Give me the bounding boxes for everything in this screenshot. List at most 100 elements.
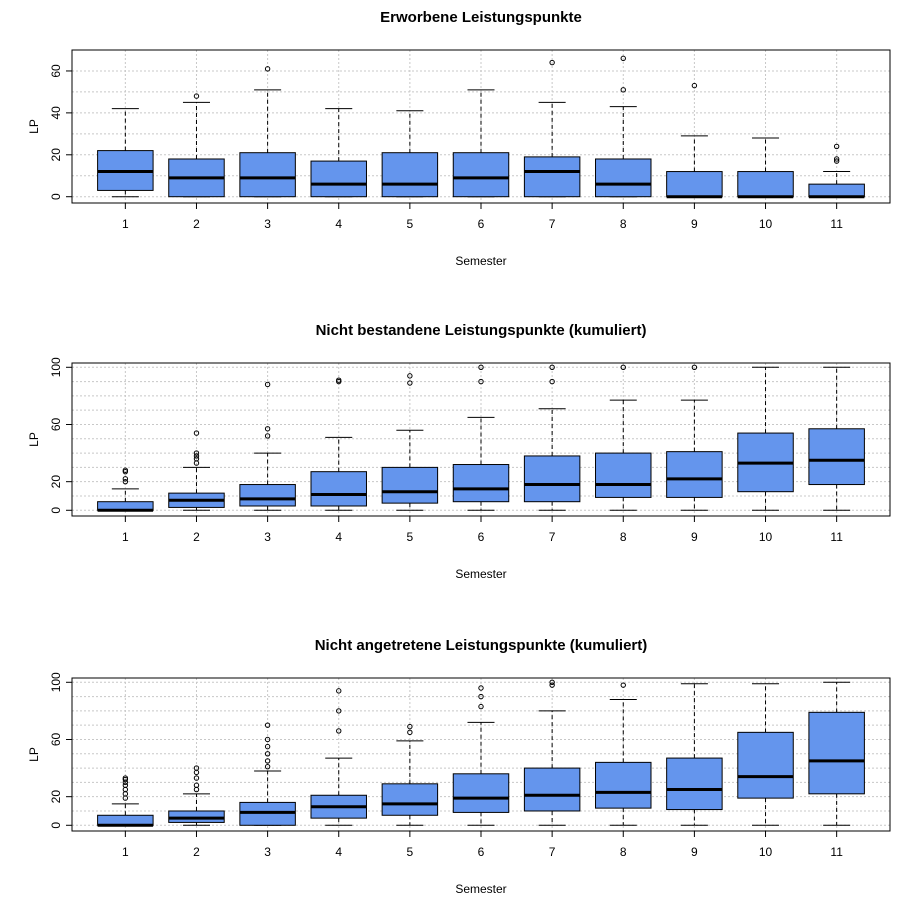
outlier-point bbox=[549, 679, 555, 685]
x-tick-label: 9 bbox=[691, 845, 698, 859]
box-3 bbox=[239, 722, 296, 826]
box-iqr bbox=[239, 484, 296, 507]
outlier-point bbox=[264, 66, 271, 72]
y-tick-label: 60 bbox=[49, 64, 63, 78]
x-tick-label: 1 bbox=[122, 530, 129, 544]
outlier-point bbox=[336, 728, 342, 734]
x-tick-label: 3 bbox=[264, 845, 271, 859]
x-tick-label: 1 bbox=[122, 217, 129, 231]
x-tick-label: 4 bbox=[335, 217, 342, 231]
outlier-point bbox=[549, 59, 555, 66]
outlier-point bbox=[336, 377, 342, 383]
outlier-point bbox=[833, 158, 840, 164]
outlier-point bbox=[478, 693, 484, 700]
box-9 bbox=[666, 683, 723, 826]
box-iqr bbox=[808, 183, 865, 198]
outlier-point bbox=[478, 364, 484, 370]
x-tick-label: 2 bbox=[193, 530, 200, 544]
y-tick-label: 20 bbox=[49, 475, 63, 489]
outlier-point bbox=[193, 775, 200, 781]
outlier-point bbox=[193, 450, 200, 456]
outlier-point bbox=[691, 364, 698, 370]
box-4 bbox=[310, 688, 367, 826]
outlier-point bbox=[549, 378, 555, 385]
box-6 bbox=[452, 685, 510, 826]
x-tick-label: 11 bbox=[830, 845, 843, 859]
box-iqr bbox=[452, 152, 510, 198]
outlier-point bbox=[193, 430, 200, 436]
y-tick-label: 0 bbox=[49, 193, 63, 200]
x-tick-label: 11 bbox=[830, 217, 843, 231]
x-tick-label: 10 bbox=[759, 845, 773, 859]
outlier-point bbox=[264, 743, 271, 750]
box-5 bbox=[381, 723, 439, 826]
x-tick-label: 6 bbox=[478, 530, 485, 544]
outlier-point bbox=[193, 765, 200, 771]
outlier-point bbox=[478, 378, 484, 385]
outlier-point bbox=[264, 381, 271, 388]
box-iqr bbox=[452, 464, 510, 503]
y-tick-label: 100 bbox=[49, 672, 63, 692]
outlier-point bbox=[122, 782, 129, 788]
x-tick-label: 6 bbox=[478, 217, 485, 231]
x-tick-label: 3 bbox=[264, 530, 271, 544]
box-iqr bbox=[737, 171, 794, 198]
box-iqr bbox=[595, 158, 652, 198]
outlier-point bbox=[833, 156, 840, 162]
outlier-point bbox=[833, 143, 840, 150]
y-tick-label: 0 bbox=[49, 507, 63, 514]
outlier-point bbox=[193, 782, 200, 788]
box-iqr bbox=[381, 783, 439, 816]
box-6 bbox=[452, 89, 510, 198]
outlier-point bbox=[407, 373, 413, 379]
outlier-point bbox=[264, 736, 271, 743]
outlier-point bbox=[691, 82, 698, 89]
box-iqr bbox=[452, 773, 510, 813]
box-iqr bbox=[666, 171, 723, 198]
x-tick-label: 11 bbox=[830, 530, 843, 544]
x-tick-label: 4 bbox=[335, 530, 342, 544]
box-11 bbox=[808, 143, 865, 199]
box-iqr bbox=[523, 767, 581, 812]
chart-panel-3: Nicht angetretene Leistungspunkte (kumul… bbox=[27, 637, 891, 896]
outlier-point bbox=[478, 703, 484, 710]
y-tick-label: 0 bbox=[49, 822, 63, 829]
y-axis: 0 20 60 100 bbox=[49, 672, 72, 829]
x-tick-label: 4 bbox=[335, 845, 342, 859]
x-tick-label: 2 bbox=[193, 217, 200, 231]
chart-panel-1: Erworbene Leistungspunkte 0 20 40 60 LP 1 2 3 4 5 6… bbox=[27, 9, 891, 268]
y-axis: 0 20 60 100 bbox=[49, 357, 72, 514]
box-5 bbox=[381, 373, 439, 511]
box-7 bbox=[523, 679, 581, 826]
box-iqr bbox=[523, 156, 581, 198]
outlier-point bbox=[264, 722, 271, 728]
chart-title: Erworbene Leistungspunkte bbox=[380, 9, 582, 26]
box-2 bbox=[168, 93, 225, 198]
chart-title: Nicht bestandene Leistungspunkte (kumuli… bbox=[316, 322, 647, 339]
outlier-point bbox=[620, 682, 626, 688]
x-tick-label: 9 bbox=[691, 530, 698, 544]
x-tick-label: 10 bbox=[759, 530, 773, 544]
box-9 bbox=[666, 364, 723, 511]
box-iqr bbox=[310, 160, 367, 198]
y-axis-label: LP bbox=[27, 747, 41, 762]
outlier-point bbox=[336, 688, 342, 694]
box-iqr bbox=[381, 152, 439, 198]
outlier-point bbox=[620, 87, 626, 93]
y-axis-label: LP bbox=[27, 432, 41, 447]
box-6 bbox=[452, 364, 510, 511]
box-3 bbox=[239, 66, 296, 198]
x-tick-label: 2 bbox=[193, 845, 200, 859]
box-4 bbox=[310, 108, 367, 198]
box-9 bbox=[666, 82, 723, 199]
box-iqr bbox=[523, 455, 581, 503]
x-tick-label: 7 bbox=[549, 845, 556, 859]
y-tick-label: 40 bbox=[49, 106, 63, 120]
outlier-point bbox=[407, 729, 413, 736]
box-2 bbox=[168, 765, 225, 826]
box-iqr bbox=[310, 471, 367, 507]
box-iqr bbox=[666, 451, 723, 498]
box-10 bbox=[737, 366, 794, 511]
box-10 bbox=[737, 137, 794, 199]
